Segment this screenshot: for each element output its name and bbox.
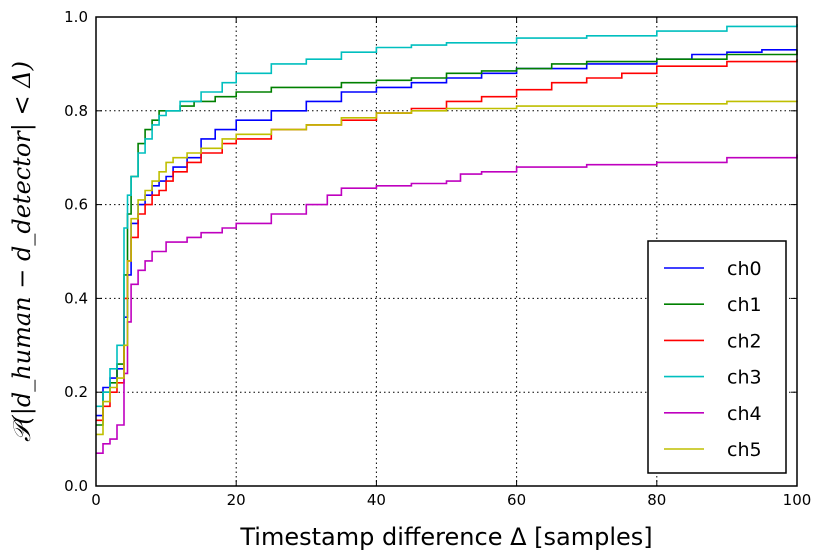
x-tick-label: 80 xyxy=(647,491,666,509)
legend-label-ch3: ch3 xyxy=(727,367,762,389)
x-tick-label: 0 xyxy=(91,491,101,509)
y-tick-label: 0.4 xyxy=(64,289,88,307)
legend-box xyxy=(647,240,787,474)
y-tick-label: 1.0 xyxy=(64,8,88,26)
legend-label-ch4: ch4 xyxy=(727,403,762,425)
legend-label-ch0: ch0 xyxy=(727,258,762,280)
legend-label-ch5: ch5 xyxy=(727,439,762,461)
x-tick-label: 20 xyxy=(227,491,246,509)
legend-label-ch2: ch2 xyxy=(727,330,762,352)
plot-frame xyxy=(95,16,798,487)
x-axis-label: Timestamp difference Δ [samples] xyxy=(239,523,652,551)
series-line-ch3 xyxy=(96,24,798,408)
legend-label-ch1: ch1 xyxy=(727,294,762,316)
legend: ch0 ch1 ch2 ch3 ch4 ch5 xyxy=(647,240,787,474)
y-axis-label: 𝒫(|d_human − d_detector| < Δ) xyxy=(8,61,37,442)
y-tick-label: 0.6 xyxy=(64,196,88,214)
x-tick-label: 60 xyxy=(507,491,526,509)
ticks-layer: 0 20 40 60 80 100 0.0 0.2 0.4 0.6 0.8 1.0 xyxy=(64,8,811,509)
x-tick-label: 40 xyxy=(367,491,386,509)
x-tick-label: 100 xyxy=(783,491,812,509)
series-layer xyxy=(96,24,798,454)
series-line-ch4 xyxy=(96,154,798,454)
y-tick-label: 0.8 xyxy=(64,102,88,120)
series-line-ch5 xyxy=(96,100,798,436)
y-tick-label: 0.2 xyxy=(64,383,88,401)
y-tick-label: 0.0 xyxy=(64,477,88,495)
